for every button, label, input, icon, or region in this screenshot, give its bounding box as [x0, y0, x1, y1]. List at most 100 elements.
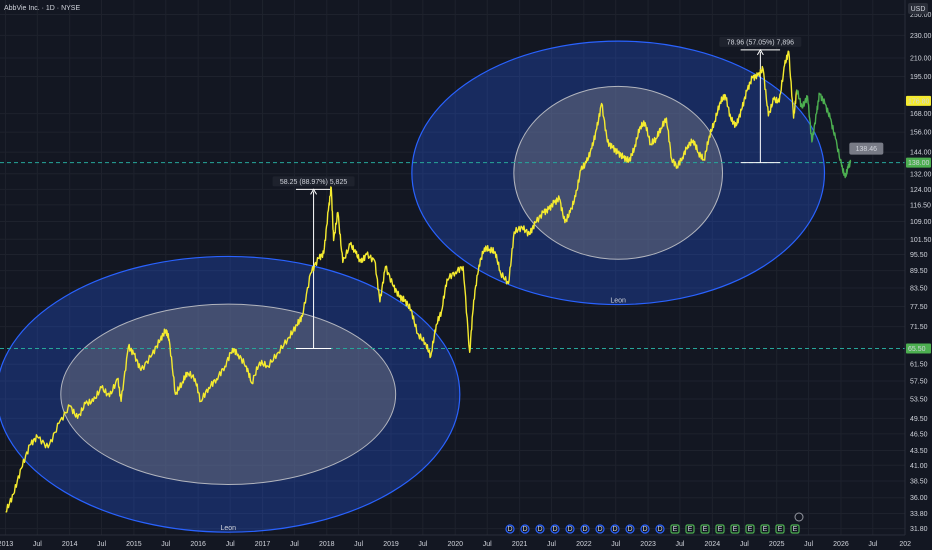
- marker-letter: E: [718, 526, 723, 533]
- y-tick-label: 132.00: [910, 171, 932, 178]
- x-tick-label: 2024: [705, 541, 721, 548]
- y-tick-label: 101.50: [910, 237, 932, 244]
- projection-line: [796, 89, 852, 179]
- dividend-marker[interactable]: [640, 524, 650, 534]
- measure-arrowhead: [756, 48, 764, 56]
- marker-letter: E: [763, 526, 768, 533]
- x-tick-label: Jul: [226, 541, 235, 548]
- dividend-marker[interactable]: [655, 524, 665, 534]
- dividend-marker[interactable]: [535, 524, 545, 534]
- marker-letter: D: [597, 526, 602, 533]
- measure-arrowhead: [310, 188, 318, 195]
- y-tick-label: 61.50: [910, 362, 928, 369]
- x-tick-label: 2020: [447, 541, 463, 548]
- y-tick-label: 49.50: [910, 416, 928, 423]
- marker-letter: E: [703, 526, 708, 533]
- marker-letter: E: [748, 526, 753, 533]
- time-axis[interactable]: 2013 Jul 2014 Jul 2015 Jul 2016 Jul 2017 Jul 2018 J…: [0, 541, 911, 548]
- x-tick-label: Jul: [675, 541, 684, 548]
- y-tick-label: 71.50: [910, 324, 928, 331]
- price-badges: 176.80 65.50 138.00 138.46: [849, 95, 931, 354]
- dividend-marker[interactable]: [520, 524, 530, 534]
- marker-letter: D: [642, 526, 647, 533]
- dividend-marker[interactable]: [595, 524, 605, 534]
- earnings-marker[interactable]: [790, 524, 800, 534]
- measure-label: 58.25 (88.97%) 5,825: [280, 179, 347, 186]
- marker-letter: D: [537, 526, 542, 533]
- last-price-badge: 176.80: [908, 98, 930, 105]
- x-tick-label: 2026: [833, 541, 849, 548]
- price-series: [5, 50, 852, 513]
- y-tick-label: 144.00: [910, 150, 932, 157]
- y-tick-label: 33.80: [910, 511, 928, 518]
- y-tick-label: 31.80: [910, 526, 928, 533]
- marker-letter: D: [552, 526, 557, 533]
- price-line: [5, 50, 798, 513]
- earnings-marker[interactable]: [700, 524, 710, 534]
- y-tick-label: 230.00: [910, 33, 932, 40]
- marker-letter: D: [582, 526, 587, 533]
- horizontal-levels[interactable]: [0, 162, 905, 349]
- x-tick-label: 2014: [62, 541, 78, 548]
- x-tick-label: 2019: [383, 541, 399, 548]
- y-tick-label: 83.50: [910, 285, 928, 292]
- price-range-measurements[interactable]: 58.25 (88.97%) 5,825 78.96 (57.05%) 7,896: [272, 36, 802, 349]
- earnings-marker[interactable]: [745, 524, 755, 534]
- marker-letter: E: [793, 526, 798, 533]
- currency-label: USD: [911, 6, 926, 13]
- y-tick-label: 109.00: [910, 219, 932, 226]
- y-tick-label: 124.00: [910, 187, 932, 194]
- marker-letter: D: [612, 526, 617, 533]
- x-tick-label: 2021: [512, 541, 528, 548]
- earnings-marker[interactable]: [775, 524, 785, 534]
- inner-ellipse[interactable]: [513, 85, 724, 260]
- y-tick-label: 36.00: [910, 495, 928, 502]
- grid-lines: [0, 0, 906, 535]
- y-tick-label: 41.00: [910, 463, 928, 470]
- marker-letter: D: [507, 526, 512, 533]
- currency-button[interactable]: [908, 3, 928, 14]
- y-tick-label: 38.50: [910, 478, 928, 485]
- price-axis[interactable]: 250.00 230.00 210.00 195.00 168.00 156.00 144.…: [910, 12, 932, 533]
- ellipse-label: Leon: [610, 298, 626, 305]
- y-tick-label: 95.50: [910, 252, 928, 259]
- marker-letter: D: [657, 526, 662, 533]
- x-tick-label: Jul: [804, 541, 813, 548]
- symbol-title: AbbVie Inc. · 1D · NYSE: [4, 5, 80, 12]
- last-price-badge-box: [906, 95, 931, 106]
- earnings-marker[interactable]: [685, 524, 695, 534]
- inner-ellipse[interactable]: [60, 303, 397, 485]
- y-tick-label: 250.00: [910, 12, 932, 19]
- earnings-marker[interactable]: [670, 524, 680, 534]
- x-tick-label: Jul: [611, 541, 620, 548]
- y-tick-label: 89.50: [910, 268, 928, 275]
- dividend-marker[interactable]: [565, 524, 575, 534]
- dividend-marker[interactable]: [625, 524, 635, 534]
- y-tick-label: 156.00: [910, 130, 932, 137]
- earnings-marker[interactable]: [715, 524, 725, 534]
- x-tick-label: 2022: [576, 541, 592, 548]
- dividend-marker[interactable]: [505, 524, 515, 534]
- marker-letter: E: [733, 526, 738, 533]
- x-tick-label: 2018: [319, 541, 335, 548]
- ellipse-drawings[interactable]: Leon Leon: [0, 40, 826, 533]
- earnings-marker[interactable]: [730, 524, 740, 534]
- outer-ellipse[interactable]: [411, 40, 826, 306]
- dividend-marker[interactable]: [580, 524, 590, 534]
- y-tick-label: 195.00: [910, 74, 932, 81]
- x-tick-label: 2016: [190, 541, 206, 548]
- dividend-marker[interactable]: [610, 524, 620, 534]
- x-tick-label: 2025: [769, 541, 785, 548]
- y-tick-label: 77.50: [910, 304, 928, 311]
- dividend-marker[interactable]: [550, 524, 560, 534]
- price-axis-panel: [905, 0, 932, 550]
- y-tick-label: 168.00: [910, 111, 932, 118]
- measure-label-box: [719, 36, 802, 47]
- projection-label: 138.46: [856, 146, 878, 153]
- split-marker[interactable]: [794, 512, 804, 522]
- earnings-marker[interactable]: [760, 524, 770, 534]
- level-price-badge: 138.00: [908, 160, 930, 167]
- outer-ellipse[interactable]: [0, 255, 461, 533]
